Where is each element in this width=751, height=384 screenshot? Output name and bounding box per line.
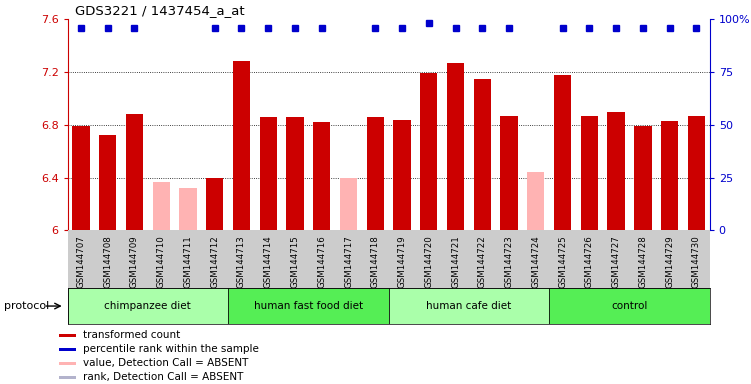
Bar: [233, 61, 250, 230]
Text: GSM144712: GSM144712: [210, 235, 219, 288]
Text: GSM144713: GSM144713: [237, 235, 246, 288]
Text: GSM144728: GSM144728: [638, 235, 647, 288]
Text: GSM144729: GSM144729: [665, 235, 674, 288]
Bar: [99, 136, 116, 230]
Bar: [661, 121, 678, 230]
Bar: [581, 116, 598, 230]
Text: protocol: protocol: [4, 301, 49, 311]
Bar: [420, 73, 438, 230]
Bar: [125, 114, 143, 230]
Text: human cafe diet: human cafe diet: [427, 301, 511, 311]
Bar: [286, 117, 303, 230]
Text: transformed count: transformed count: [83, 330, 180, 340]
Text: GSM144722: GSM144722: [478, 235, 487, 288]
Bar: [394, 119, 411, 230]
Text: GSM144716: GSM144716: [317, 235, 326, 288]
Bar: [59, 348, 77, 351]
Bar: [500, 116, 517, 230]
Text: GSM144730: GSM144730: [692, 235, 701, 288]
Bar: [634, 126, 652, 230]
Bar: [366, 117, 384, 230]
Text: GSM144707: GSM144707: [77, 235, 86, 288]
Bar: [313, 122, 330, 230]
Text: chimpanzee diet: chimpanzee diet: [104, 301, 192, 311]
Bar: [389, 288, 549, 324]
Bar: [549, 288, 710, 324]
Bar: [228, 288, 389, 324]
Text: percentile rank within the sample: percentile rank within the sample: [83, 344, 259, 354]
Text: GDS3221 / 1437454_a_at: GDS3221 / 1437454_a_at: [75, 4, 245, 17]
Text: GSM144720: GSM144720: [424, 235, 433, 288]
Bar: [447, 63, 464, 230]
Bar: [72, 126, 89, 230]
Bar: [553, 74, 572, 230]
Text: control: control: [611, 301, 647, 311]
Bar: [260, 117, 277, 230]
Bar: [474, 79, 491, 230]
Text: GSM144715: GSM144715: [291, 235, 300, 288]
Bar: [152, 182, 170, 230]
Text: GSM144726: GSM144726: [585, 235, 594, 288]
Text: GSM144708: GSM144708: [103, 235, 112, 288]
Text: GSM144709: GSM144709: [130, 235, 139, 288]
Text: GSM144710: GSM144710: [157, 235, 166, 288]
Text: rank, Detection Call = ABSENT: rank, Detection Call = ABSENT: [83, 372, 243, 382]
Text: human fast food diet: human fast food diet: [254, 301, 363, 311]
Text: GSM144717: GSM144717: [344, 235, 353, 288]
Text: GSM144724: GSM144724: [531, 235, 540, 288]
Bar: [59, 334, 77, 337]
Bar: [527, 172, 544, 230]
Text: GSM144714: GSM144714: [264, 235, 273, 288]
Text: GSM144721: GSM144721: [451, 235, 460, 288]
Bar: [179, 188, 197, 230]
Bar: [59, 362, 77, 365]
Bar: [206, 178, 224, 230]
Text: GSM144723: GSM144723: [505, 235, 514, 288]
Text: GSM144711: GSM144711: [183, 235, 192, 288]
Text: GSM144725: GSM144725: [558, 235, 567, 288]
Text: value, Detection Call = ABSENT: value, Detection Call = ABSENT: [83, 358, 249, 368]
Bar: [59, 376, 77, 379]
Text: GSM144727: GSM144727: [611, 235, 620, 288]
Text: GSM144719: GSM144719: [397, 235, 406, 288]
Bar: [68, 288, 228, 324]
Bar: [339, 178, 357, 230]
Bar: [688, 116, 705, 230]
Text: GSM144718: GSM144718: [371, 235, 380, 288]
Bar: [608, 112, 625, 230]
